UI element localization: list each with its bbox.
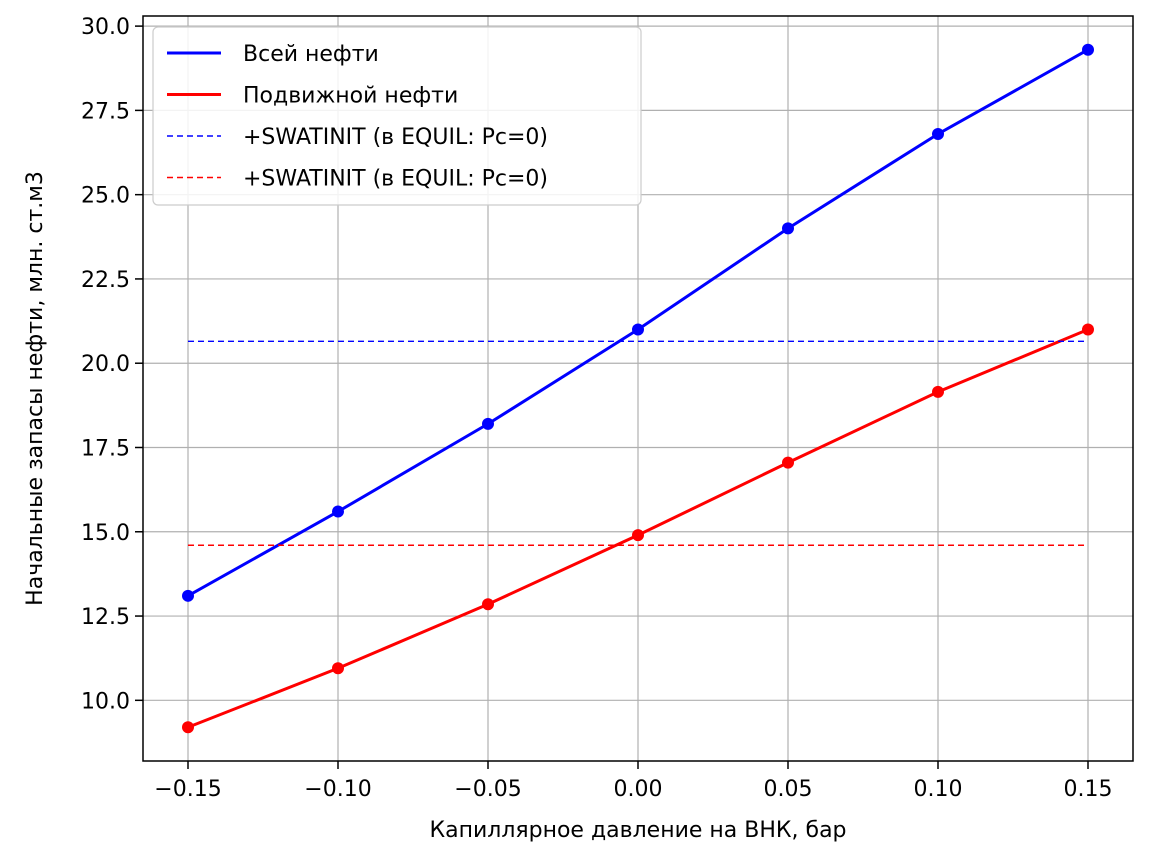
series-1 — [182, 43, 1094, 602]
x-tick-label: −0.15 — [154, 777, 221, 802]
data-point — [632, 529, 644, 542]
y-tick-label: 17.5 — [81, 436, 130, 461]
legend-item: +SWATINIT (в EQUIL: Pc=0) — [167, 125, 548, 150]
x-tick-label: 0.05 — [764, 777, 813, 802]
series-2 — [182, 323, 1094, 734]
x-tick-label: 0.10 — [914, 777, 963, 802]
data-point — [932, 127, 944, 140]
x-axis-ticks: −0.15 −0.10 −0.05 0.00 0.05 0.10 0.15 — [154, 761, 1112, 802]
x-tick-label: −0.10 — [304, 777, 371, 802]
y-tick-label: 30.0 — [81, 15, 130, 40]
y-axis-ticks: 10.0 12.5 15.0 17.5 20.0 22.5 25.0 27.5 30.0 — [81, 15, 143, 714]
x-tick-label: −0.05 — [454, 777, 521, 802]
legend: Всей нефти Подвижной нефти +SWATINIT (в EQ… — [152, 26, 642, 206]
legend-item: Подвижной нефти — [167, 84, 458, 109]
y-tick-label: 27.5 — [81, 99, 130, 124]
data-point — [332, 505, 344, 518]
data-point — [782, 456, 794, 469]
legend-label: Подвижной нефти — [243, 84, 458, 109]
legend-box — [152, 26, 642, 206]
y-tick-label: 15.0 — [81, 521, 130, 546]
legend-label: +SWATINIT (в EQUIL: Pc=0) — [243, 167, 548, 192]
legend-item: Всей нефти — [167, 42, 379, 67]
x-tick-label: 0.00 — [614, 777, 663, 802]
series-layer — [182, 43, 1094, 734]
x-tick-label: 0.15 — [1064, 777, 1113, 802]
data-point — [632, 323, 644, 336]
data-point — [1082, 43, 1094, 56]
legend-label: +SWATINIT (в EQUIL: Pc=0) — [243, 125, 548, 150]
data-point — [482, 417, 494, 430]
y-axis-label: Начальные запасы нефти, млн. ст.м3 — [23, 171, 48, 606]
y-tick-label: 12.5 — [81, 605, 130, 630]
legend-item: +SWATINIT (в EQUIL: Pc=0) — [167, 167, 548, 192]
data-point — [1082, 323, 1094, 336]
data-point — [182, 721, 194, 734]
data-point — [782, 222, 794, 235]
data-point — [482, 598, 494, 611]
y-tick-label: 25.0 — [81, 184, 130, 209]
y-tick-label: 22.5 — [81, 268, 130, 293]
y-tick-label: 10.0 — [81, 689, 130, 714]
data-point — [182, 589, 194, 602]
x-axis-label: Капиллярное давление на ВНК, бар — [429, 818, 846, 843]
legend-label: Всей нефти — [243, 42, 379, 67]
y-tick-label: 20.0 — [81, 352, 130, 377]
data-point — [932, 385, 944, 398]
data-point — [332, 662, 344, 675]
